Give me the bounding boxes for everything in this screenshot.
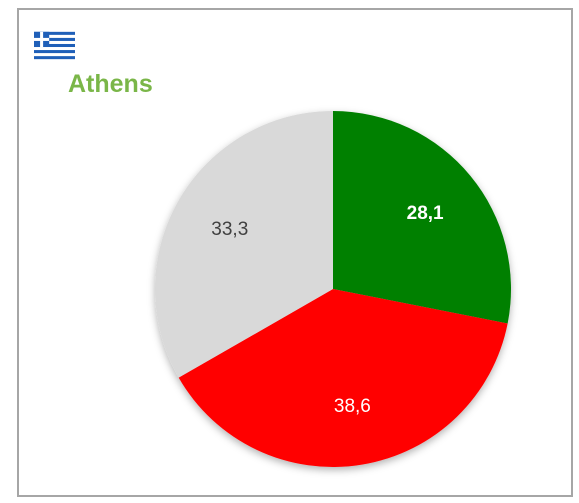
pie-slice: [178, 289, 508, 468]
chart-title: Athens: [68, 70, 153, 98]
pie-data-label: 33,3: [211, 219, 248, 240]
greece-flag-icon: [34, 31, 75, 60]
pie-slice: [333, 111, 512, 324]
pie-data-label: 38,6: [334, 396, 371, 417]
pie-slice: [155, 111, 333, 378]
pie-data-label: 28,1: [407, 203, 444, 224]
